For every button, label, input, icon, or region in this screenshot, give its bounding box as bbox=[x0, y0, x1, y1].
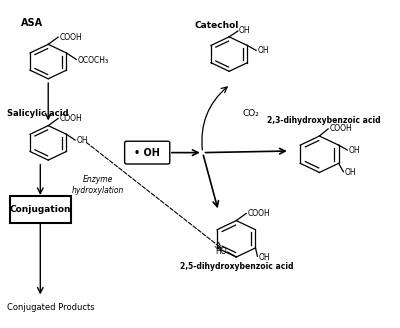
Text: COOH: COOH bbox=[59, 33, 82, 42]
Text: Conjugated Products: Conjugated Products bbox=[7, 303, 94, 312]
Text: 2,3-dihydroxybenzoic acid: 2,3-dihydroxybenzoic acid bbox=[266, 116, 380, 125]
Text: COOH: COOH bbox=[329, 124, 352, 133]
Text: HO: HO bbox=[215, 247, 226, 256]
Text: • OH: • OH bbox=[134, 148, 160, 158]
Text: OH: OH bbox=[259, 253, 270, 262]
Text: OH: OH bbox=[239, 26, 251, 35]
FancyBboxPatch shape bbox=[10, 196, 71, 223]
Text: OCOCH₃: OCOCH₃ bbox=[78, 55, 109, 65]
Text: OH: OH bbox=[348, 146, 360, 155]
Text: Enzyme
hydroxylation: Enzyme hydroxylation bbox=[72, 175, 124, 195]
Text: OH: OH bbox=[76, 136, 88, 145]
Text: OH: OH bbox=[344, 168, 356, 177]
Text: COOH: COOH bbox=[247, 209, 270, 218]
Text: 2,5-dihydroxybenzoic acid: 2,5-dihydroxybenzoic acid bbox=[180, 262, 293, 271]
FancyBboxPatch shape bbox=[125, 141, 170, 164]
Text: OH: OH bbox=[257, 47, 269, 55]
Text: Catechol: Catechol bbox=[194, 21, 239, 30]
Text: COOH: COOH bbox=[59, 114, 82, 123]
Text: Conjugation: Conjugation bbox=[10, 205, 71, 214]
Text: Salicylic acid: Salicylic acid bbox=[7, 109, 68, 118]
Text: ASA: ASA bbox=[20, 18, 43, 28]
Text: CO₂: CO₂ bbox=[242, 109, 259, 118]
